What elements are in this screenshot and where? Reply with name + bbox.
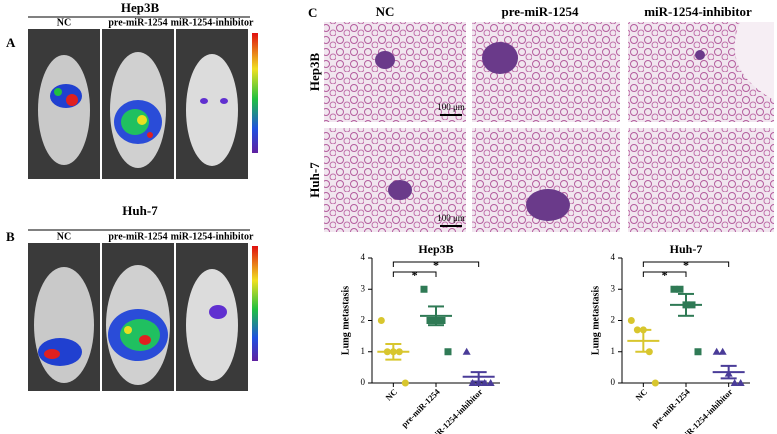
y-tick-label: 4 <box>361 252 366 262</box>
column-label: miR-1254-inhibitor <box>171 231 254 242</box>
y-tick-label: 4 <box>611 252 616 262</box>
data-point <box>676 285 684 293</box>
column-label: miR-1254-inhibitor <box>171 17 254 28</box>
y-axis-label: Lung metastasis <box>340 286 351 355</box>
row-label: Hep3B <box>307 53 322 92</box>
data-point <box>712 347 721 355</box>
y-tick-label: 1 <box>361 346 366 356</box>
significance-label: * <box>412 268 418 282</box>
data-point <box>420 285 428 293</box>
chart-title: Huh-7 <box>670 242 703 256</box>
data-point <box>486 379 495 386</box>
y-tick-label: 0 <box>611 377 616 387</box>
y-tick-label: 0 <box>361 377 366 387</box>
significance-label: * <box>683 258 689 272</box>
column-label: NC <box>376 4 395 19</box>
significance-bracket <box>392 271 437 277</box>
data-point <box>401 379 409 387</box>
panel-title: Hep3B <box>121 0 160 15</box>
data-point <box>468 379 477 386</box>
data-point <box>730 379 739 386</box>
data-point <box>670 285 678 293</box>
y-axis-label: Lung metastasis <box>590 286 601 355</box>
data-point <box>651 379 659 387</box>
data-point <box>474 379 483 386</box>
data-point <box>736 379 745 386</box>
significance-bracket <box>642 261 730 267</box>
row-label: Huh-7 <box>307 162 322 198</box>
y-tick-label: 1 <box>611 346 616 356</box>
panel-title: Huh-7 <box>122 203 158 218</box>
x-tick-label: pre-miR-1254 <box>649 386 692 429</box>
significance-label: * <box>662 268 668 282</box>
column-label: NC <box>57 17 71 28</box>
panel-label: A <box>6 35 16 50</box>
panel-label: B <box>6 229 15 244</box>
scale-bar-label: 100 μm <box>437 213 465 223</box>
data-point <box>694 348 702 356</box>
data-point <box>426 317 434 324</box>
y-tick-label: 2 <box>361 315 366 325</box>
column-label: miR-1254-inhibitor <box>644 4 752 19</box>
significance-label: * <box>433 258 439 272</box>
column-label: pre-miR-1254 <box>108 17 167 28</box>
data-point <box>718 347 727 355</box>
significance-bracket <box>642 271 687 277</box>
x-tick-label: pre-miR-1254 <box>399 386 442 429</box>
column-label: NC <box>57 231 71 242</box>
data-point <box>438 317 446 324</box>
data-point <box>462 347 471 355</box>
y-tick-label: 3 <box>611 283 616 293</box>
scale-bar-label: 100 μm <box>437 102 465 112</box>
data-point <box>377 317 385 324</box>
histology-images <box>324 22 774 232</box>
mouse-images <box>28 243 258 391</box>
mouse-images <box>28 29 258 179</box>
x-tick-label: NC <box>633 387 649 403</box>
column-label: pre-miR-1254 <box>108 231 167 242</box>
data-point <box>480 379 489 386</box>
data-point <box>444 348 452 356</box>
y-tick-label: 2 <box>611 315 616 325</box>
data-point <box>627 317 635 324</box>
column-label: pre-miR-1254 <box>501 4 579 19</box>
y-tick-label: 3 <box>361 283 366 293</box>
significance-bracket <box>392 261 480 267</box>
panel-label: C <box>308 5 317 20</box>
x-tick-label: NC <box>383 387 399 403</box>
chart-title: Hep3B <box>418 242 453 256</box>
